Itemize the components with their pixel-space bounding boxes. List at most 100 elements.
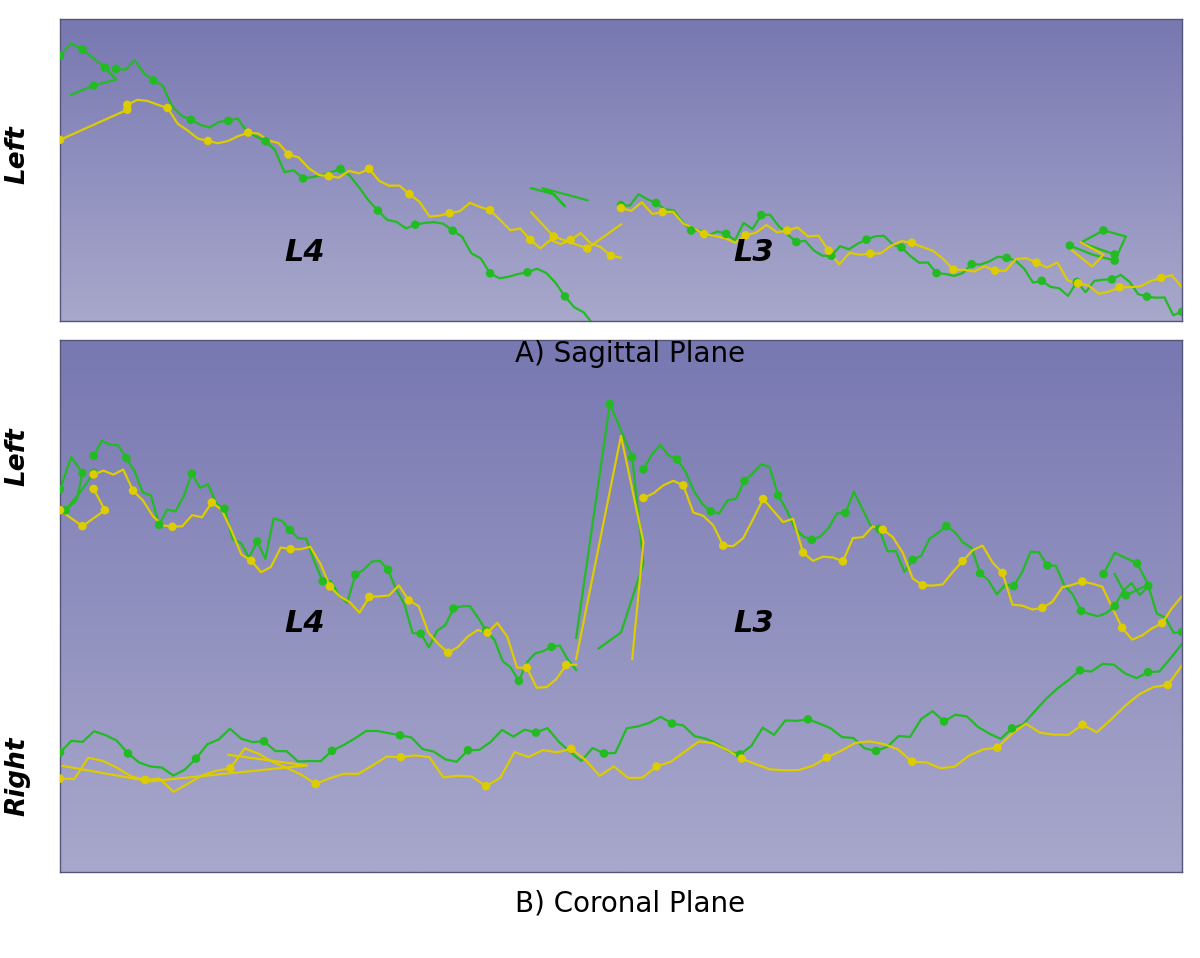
Point (1139, 665, 1158, 680)
Point (695, 226, 714, 241)
Point (1027, 255, 1046, 270)
Point (247, 534, 266, 549)
Point (221, 761, 240, 776)
Point (634, 490, 653, 506)
Point (144, 73, 163, 88)
Point (623, 449, 642, 465)
Point (239, 125, 258, 140)
Point (1073, 574, 1092, 589)
Point (400, 593, 419, 608)
Point (95, 503, 114, 518)
Point (84, 78, 103, 93)
Point (647, 195, 666, 211)
Point (84, 481, 103, 496)
Point (985, 263, 1004, 279)
Point (406, 217, 425, 233)
Point (937, 518, 956, 534)
Point (241, 553, 260, 568)
Point (612, 200, 631, 216)
Point (116, 450, 136, 466)
Point (438, 645, 457, 660)
Point (1061, 238, 1080, 253)
Point (593, 325, 612, 340)
Point (667, 452, 686, 468)
Point (313, 574, 332, 589)
Point (1073, 717, 1092, 732)
Point (256, 133, 275, 148)
Point (1105, 253, 1124, 268)
Point (509, 673, 528, 689)
Point (953, 554, 972, 569)
Point (754, 491, 773, 507)
Point (518, 264, 538, 280)
Point (653, 204, 672, 219)
Point (787, 235, 806, 250)
Point (904, 552, 923, 567)
Point (50, 48, 70, 63)
Point (1105, 599, 1124, 614)
Point (926, 265, 946, 281)
Point (331, 161, 350, 176)
Point (203, 495, 222, 511)
Point (163, 519, 182, 535)
Point (1067, 274, 1086, 289)
Point (73, 466, 92, 481)
Point (444, 601, 463, 616)
Point (833, 554, 852, 569)
Point (443, 223, 462, 239)
Point (182, 466, 202, 481)
Point (360, 161, 379, 176)
Point (913, 578, 932, 593)
Point (1072, 604, 1091, 619)
Point (84, 448, 103, 464)
Point (716, 226, 736, 241)
Point (1094, 223, 1114, 239)
Point (50, 132, 70, 148)
Point (802, 532, 821, 547)
Point (542, 639, 562, 654)
Point (391, 749, 410, 764)
Point (1138, 289, 1157, 305)
Point (997, 250, 1016, 265)
Point (527, 725, 546, 741)
Point (1032, 273, 1051, 288)
Point (124, 483, 143, 498)
Text: A) Sagittal Plane: A) Sagittal Plane (515, 340, 745, 368)
Point (1152, 616, 1171, 631)
Point (892, 240, 911, 255)
Point (634, 462, 653, 477)
Point (857, 232, 876, 247)
Point (323, 743, 342, 759)
Point (612, 197, 631, 213)
Point (866, 743, 886, 759)
Point (281, 541, 300, 557)
Point (1004, 579, 1024, 594)
Text: Right: Right (5, 737, 30, 816)
Point (557, 657, 576, 673)
Point (836, 505, 856, 520)
Point (647, 759, 666, 774)
Point (368, 203, 388, 218)
Point (556, 288, 575, 304)
Point (1116, 587, 1135, 603)
Point (412, 626, 431, 641)
Point (1158, 677, 1177, 693)
Point (360, 589, 379, 604)
Point (734, 473, 754, 489)
Point (935, 714, 954, 729)
Point (84, 466, 103, 481)
Point (902, 754, 922, 769)
Point (778, 223, 797, 239)
Point (594, 745, 613, 761)
Point (73, 518, 92, 534)
Point (820, 243, 839, 259)
Text: L4: L4 (284, 609, 325, 638)
Point (119, 746, 138, 762)
Point (150, 517, 169, 533)
Point (390, 728, 409, 743)
Point (768, 488, 787, 503)
Point (294, 171, 313, 186)
Point (107, 61, 126, 77)
Text: Left: Left (5, 427, 30, 487)
Point (562, 741, 581, 757)
